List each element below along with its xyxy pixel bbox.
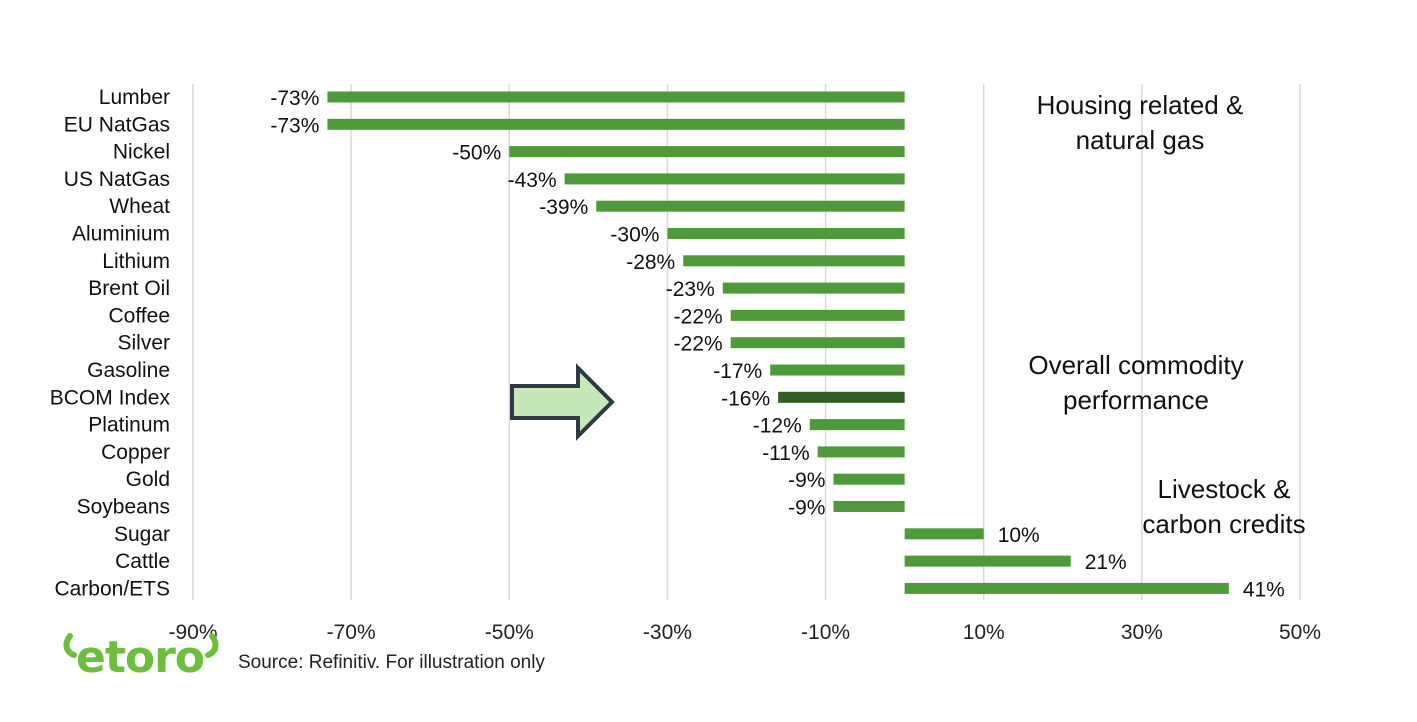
- category-label: Lithium: [102, 250, 170, 273]
- category-label: BCOM Index: [50, 386, 171, 409]
- data-label: -22%: [674, 305, 723, 328]
- x-tick-label: -70%: [327, 621, 376, 644]
- annotation-text: performance: [1063, 385, 1209, 415]
- category-label: Carbon/ETS: [54, 577, 170, 600]
- annotations: Housing related & natural gas Overall comm…: [1028, 90, 1305, 539]
- category-label: US NatGas: [64, 168, 170, 191]
- data-label: -30%: [610, 224, 659, 247]
- data-label: -12%: [753, 415, 802, 438]
- data-label: -39%: [539, 196, 588, 219]
- bar: [817, 446, 905, 458]
- x-tick-label: 10%: [963, 621, 1005, 644]
- bar: [327, 91, 905, 103]
- data-label: -22%: [674, 333, 723, 356]
- bar: [730, 337, 905, 349]
- data-label: 21%: [1085, 551, 1127, 574]
- annotation-text: Overall commodity: [1028, 350, 1243, 380]
- category-label: Brent Oil: [88, 277, 170, 300]
- bar: [327, 118, 905, 130]
- bar: [509, 146, 905, 158]
- bar: [904, 528, 984, 540]
- data-label: -9%: [788, 497, 825, 520]
- bars: [327, 91, 1229, 594]
- category-label: Platinum: [88, 414, 170, 437]
- x-tick-label: 30%: [1121, 621, 1163, 644]
- bar: [564, 173, 905, 185]
- data-label: -17%: [713, 360, 762, 383]
- data-label: -9%: [788, 469, 825, 492]
- bar: [730, 309, 905, 321]
- bar: [904, 555, 1071, 567]
- annotation-text: carbon credits: [1142, 509, 1305, 539]
- x-tick-label: -30%: [643, 621, 692, 644]
- bar: [904, 582, 1229, 594]
- data-label: -73%: [270, 87, 319, 110]
- x-tick-label: -90%: [168, 621, 217, 644]
- data-label: 41%: [1243, 578, 1285, 601]
- bar: [770, 364, 905, 376]
- data-label: -50%: [452, 142, 501, 165]
- x-tick-label: 50%: [1279, 621, 1321, 644]
- logo-text: etoro: [76, 632, 204, 678]
- category-label: Soybeans: [77, 496, 170, 519]
- bar: [778, 391, 905, 403]
- category-label: Wheat: [109, 195, 170, 218]
- data-label: -28%: [626, 251, 675, 274]
- category-label: Sugar: [114, 523, 170, 546]
- data-label: -23%: [666, 278, 715, 301]
- data-labels: -73% -73% -50% -43% -39% -30% -28% -23% -22% -22%…: [270, 87, 1284, 601]
- bar: [809, 419, 905, 431]
- category-label: Lumber: [99, 86, 170, 109]
- category-label: Gold: [126, 468, 170, 491]
- x-tick-label: -10%: [801, 621, 850, 644]
- data-label: 10%: [998, 524, 1040, 547]
- bar: [833, 501, 905, 512]
- category-label: Nickel: [113, 141, 170, 164]
- category-label: Aluminium: [72, 223, 170, 246]
- bar: [722, 282, 905, 294]
- data-label: -16%: [721, 387, 770, 410]
- category-label: Copper: [101, 441, 170, 464]
- data-label: -43%: [508, 169, 557, 192]
- bar: [833, 473, 905, 485]
- category-label: Silver: [117, 332, 170, 355]
- annotation-text: Housing related &: [1037, 90, 1244, 120]
- annotation-text: natural gas: [1076, 125, 1205, 155]
- data-label: -73%: [270, 114, 319, 137]
- category-label: EU NatGas: [64, 113, 170, 136]
- category-label: Cattle: [115, 550, 170, 573]
- arrow-icon: [510, 363, 615, 441]
- source-note: Source: Refinitiv. For illustration only: [238, 652, 545, 673]
- annotation-text: Livestock &: [1158, 474, 1291, 504]
- category-label: Gasoline: [87, 359, 170, 382]
- bar: [667, 228, 905, 239]
- x-tick-label: -50%: [485, 621, 534, 644]
- bar: [596, 200, 905, 212]
- x-axis-tick-labels: -90% -70% -50% -30% -10% 10% 30% 50%: [168, 621, 1321, 644]
- category-labels: Lumber EU NatGas Nickel US NatGas Wheat Alumi…: [50, 86, 171, 600]
- bar: [683, 255, 905, 267]
- category-label: Coffee: [109, 304, 171, 327]
- data-label: -11%: [762, 442, 809, 465]
- etoro-logo: etoro: [62, 622, 227, 683]
